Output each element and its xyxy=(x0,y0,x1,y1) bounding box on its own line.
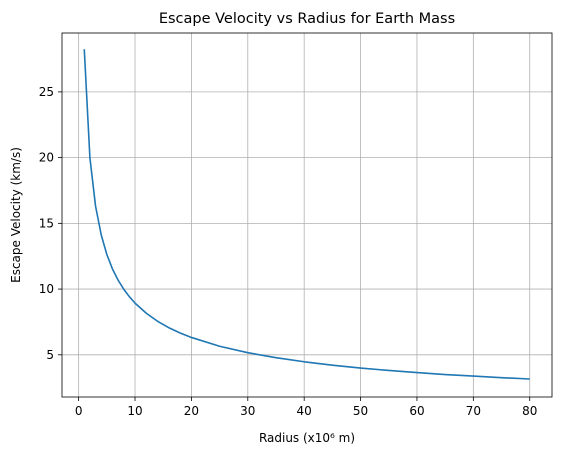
y-tick-label: 20 xyxy=(39,151,54,165)
grid-lines xyxy=(62,33,552,397)
x-tick-label: 0 xyxy=(75,404,83,418)
x-tick-label: 80 xyxy=(522,404,537,418)
series-layer xyxy=(83,49,530,380)
y-axis-ticks: 5 10 15 20 25 xyxy=(39,85,62,362)
x-tick-label: 50 xyxy=(353,404,368,418)
chart-title: Escape Velocity vs Radius for Earth Mass xyxy=(159,11,455,27)
x-tick-label: 40 xyxy=(297,404,312,418)
x-axis-ticks: 0 10 20 30 40 50 60 70 80 xyxy=(75,397,537,418)
x-tick-label: 60 xyxy=(409,404,424,418)
x-tick-label: 20 xyxy=(184,404,199,418)
y-tick-label: 5 xyxy=(46,348,54,362)
x-tick-label: 70 xyxy=(466,404,481,418)
y-tick-label: 15 xyxy=(39,216,54,230)
x-axis-label: Radius (x10⁶ m) xyxy=(259,431,355,445)
y-axis-label: Escape Velocity (km/s) xyxy=(9,147,23,283)
plot-area-frame xyxy=(61,32,553,398)
y-tick-label: 10 xyxy=(39,282,54,296)
series-line xyxy=(83,49,530,380)
x-tick-label: 10 xyxy=(127,404,142,418)
y-tick-label: 25 xyxy=(39,85,54,99)
x-tick-label: 30 xyxy=(240,404,255,418)
